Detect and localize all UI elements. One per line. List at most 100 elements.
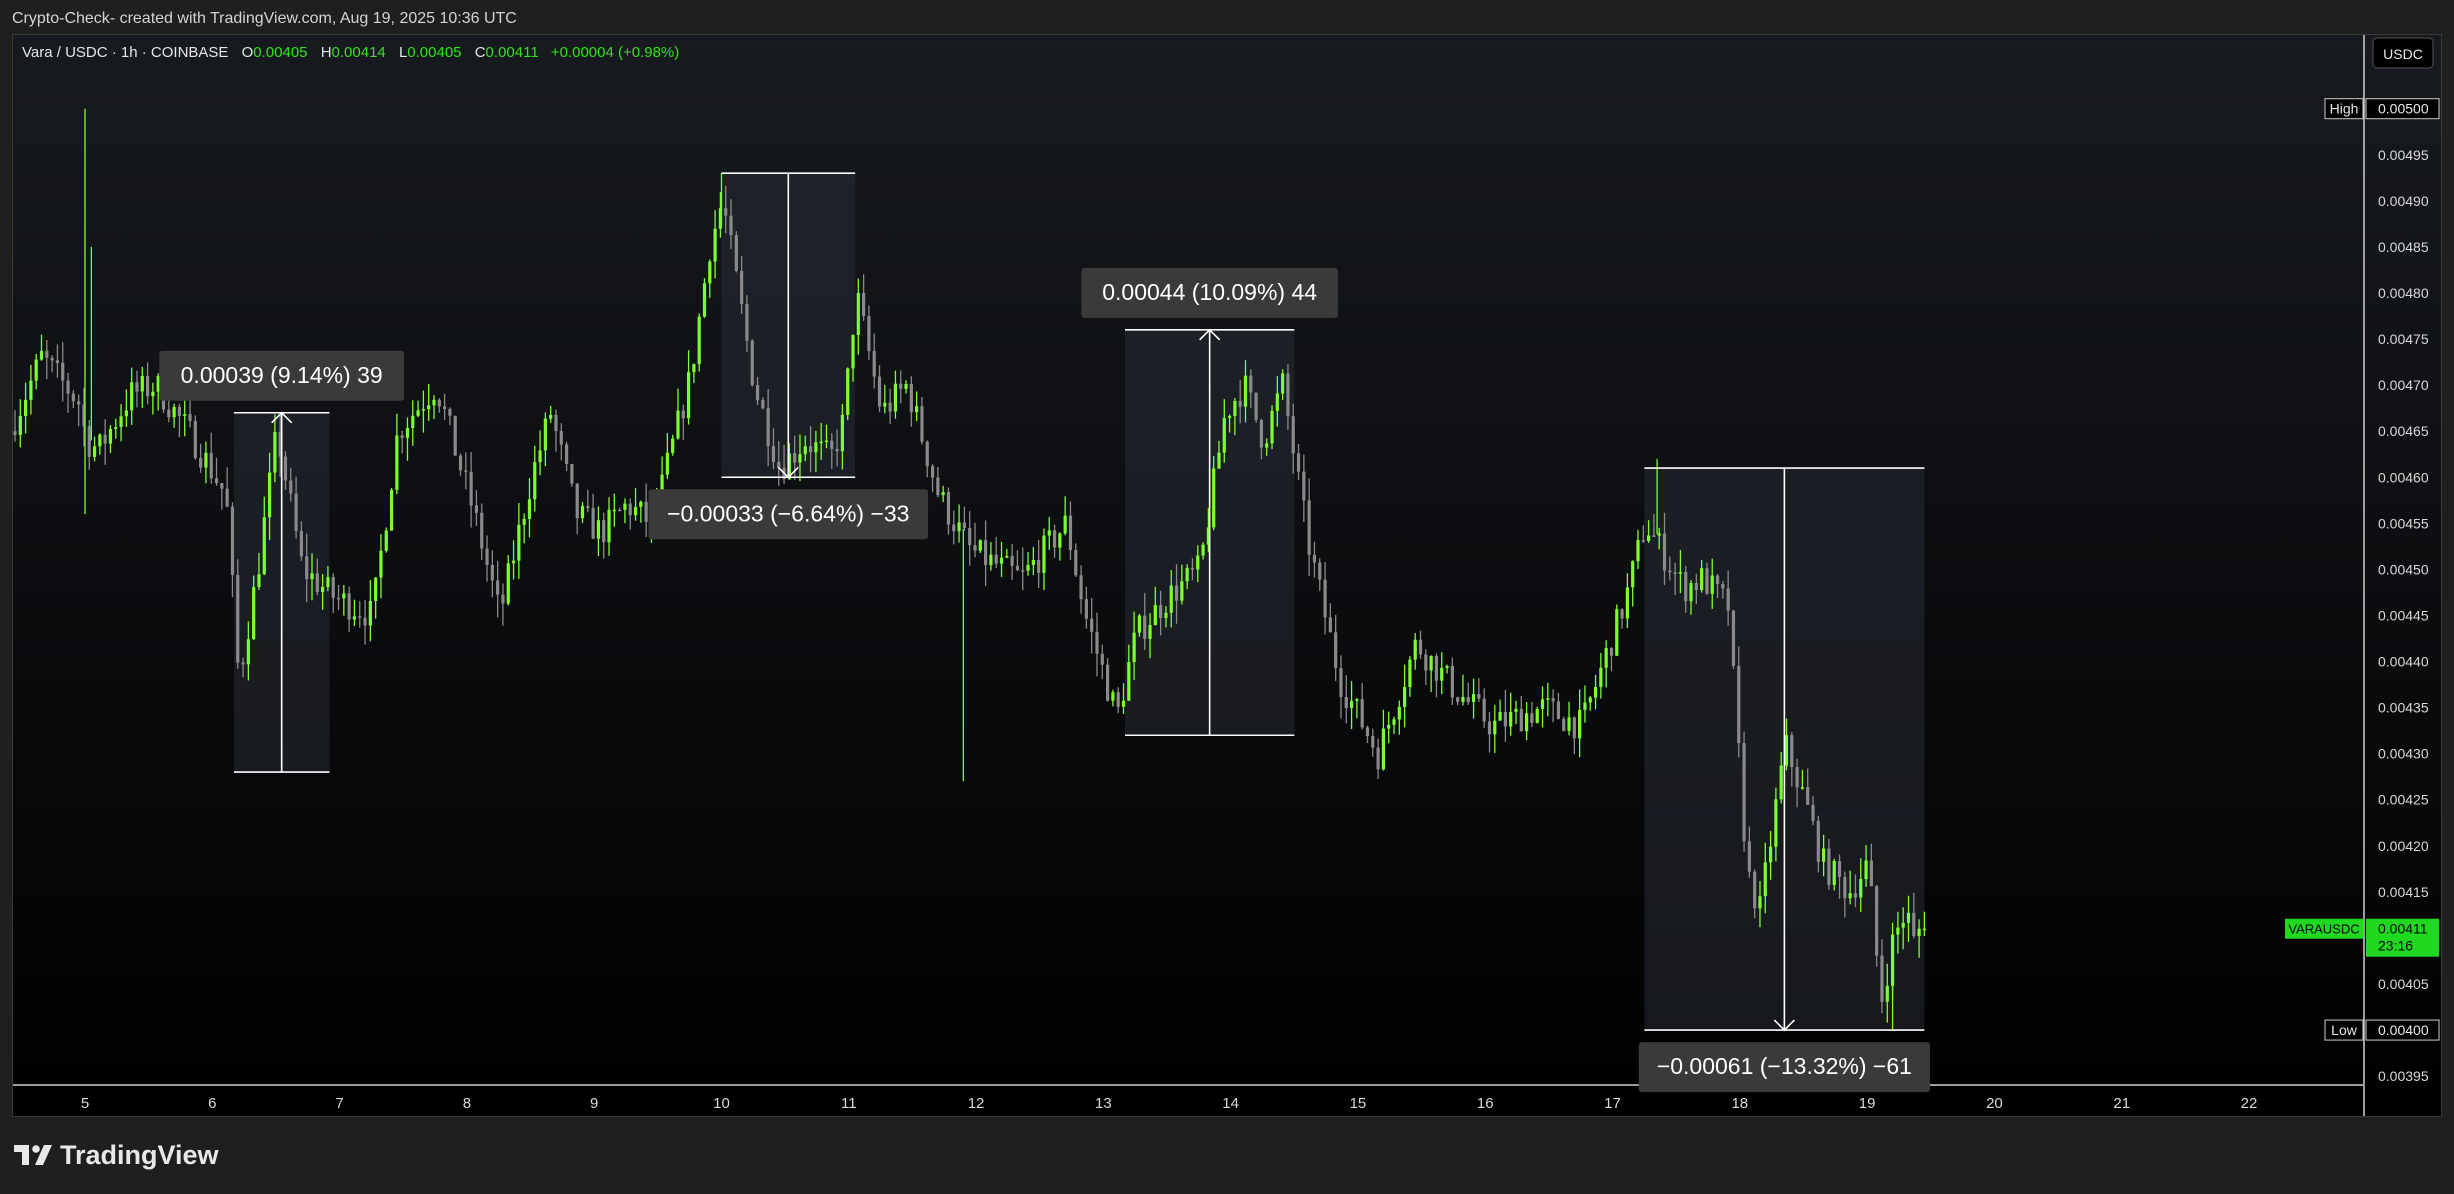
candle-body (220, 483, 224, 489)
candle-body (119, 416, 123, 428)
candles (13, 108, 1926, 1031)
tradingview-logo-icon (14, 1144, 52, 1165)
candle-body (1068, 515, 1073, 551)
marker-tag-label: High (2330, 101, 2359, 117)
candle-body (453, 415, 457, 456)
candle-body (612, 509, 616, 512)
measure-overlay-1[interactable]: 0.00039 (9.14%) 39 (159, 350, 405, 773)
candle-body (1906, 912, 1911, 923)
candle-body (336, 597, 341, 600)
tradingview-logo[interactable]: TradingView (14, 1140, 219, 1171)
marker-low: Low 0.00400 (2324, 1019, 2440, 1041)
candle-body (761, 400, 765, 409)
candle-body (1090, 618, 1094, 632)
chart-frame[interactable]: USDC0.003950.004000.004050.004100.004150… (12, 34, 2442, 1117)
y-tick-label: 0.00485 (2378, 239, 2429, 255)
candle-body (1164, 612, 1168, 619)
candle-body (352, 616, 357, 620)
candle-body (591, 508, 595, 539)
candle-body (1281, 373, 1285, 394)
candle-body (1227, 415, 1232, 418)
x-tick-label: 19 (1859, 1095, 1876, 1112)
candle-body (172, 406, 176, 418)
candle-body (639, 501, 643, 507)
candle-body (1768, 846, 1773, 863)
symbol-name[interactable]: Vara / USDC · 1h · COINBASE (22, 44, 229, 61)
candle-body (1519, 708, 1523, 732)
candle-body (893, 383, 898, 412)
candle-body (1371, 736, 1375, 748)
candle-body (877, 376, 882, 407)
candle-body (1222, 417, 1226, 453)
candle-body (1864, 860, 1868, 880)
price-chart[interactable]: USDC0.003950.004000.004050.004100.004150… (13, 35, 2442, 1117)
measure-arrow-head (1199, 328, 1221, 341)
candle-body (140, 375, 144, 392)
candle-body (862, 292, 866, 317)
candle-body (177, 406, 182, 416)
candle-body (490, 564, 494, 581)
candle-body (1254, 392, 1258, 421)
candle-body (1753, 871, 1757, 909)
candle-body (888, 402, 892, 412)
candle-body (199, 458, 203, 468)
candle-body (1026, 564, 1030, 571)
candle-body (400, 435, 404, 438)
candle-body (1853, 893, 1858, 898)
x-tick-label: 14 (1222, 1095, 1239, 1112)
candle-body (1662, 533, 1667, 571)
candle-body (448, 409, 452, 416)
candle-body (1790, 735, 1794, 767)
y-tick-label: 0.00495 (2378, 147, 2429, 163)
candle-body (1583, 702, 1587, 710)
candle-body (607, 509, 611, 543)
candle-body (1609, 648, 1614, 656)
y-tick-label: 0.00395 (2378, 1068, 2429, 1084)
candle-body (1148, 625, 1152, 639)
y-tick-label: 0.00435 (2378, 700, 2429, 716)
measure-overlay-3[interactable]: 0.00044 (10.09%) 44 (1081, 267, 1338, 737)
candle-body (930, 466, 935, 478)
candle-body (61, 363, 65, 381)
candle-body (1657, 533, 1661, 536)
measure-overlay-2[interactable]: −0.00033 (−6.64%) −33 (648, 172, 929, 540)
candle-body (920, 406, 924, 442)
candle-body (787, 453, 791, 480)
candle-body (283, 456, 288, 481)
candle-body (846, 368, 850, 415)
candle-body (602, 520, 606, 543)
measure-overlay-4[interactable]: −0.00061 (−13.32%) −61 (1638, 467, 1930, 1093)
marker-value-box (2365, 1019, 2440, 1041)
candle-body (103, 434, 107, 444)
candle-body (777, 462, 781, 468)
currency-badge[interactable]: USDC (2372, 37, 2434, 69)
symbol-tag-label: VARAUSDC (2288, 922, 2359, 937)
candle-body (1758, 896, 1762, 909)
candle-body (252, 587, 256, 640)
candle-body (1456, 697, 1460, 702)
candle-body (946, 492, 951, 525)
y-tick-label: 0.00480 (2378, 285, 2429, 301)
candle-body (1100, 653, 1104, 665)
candle-body (1037, 559, 1041, 573)
candle-body (957, 522, 961, 532)
x-tick-label: 8 (463, 1095, 471, 1112)
candle-body (1334, 632, 1338, 669)
candle-body (156, 376, 160, 392)
candle-body (474, 505, 479, 513)
candle-body (1689, 582, 1693, 602)
candle-body (1466, 697, 1470, 702)
candle-body (511, 560, 516, 564)
candle-body (1514, 708, 1518, 712)
measure-label-box (1081, 267, 1338, 318)
candle-body (1646, 535, 1651, 541)
measure-arrow-head (1773, 1019, 1795, 1032)
candle-body (1339, 668, 1343, 698)
candle-body (984, 540, 988, 566)
candle-body (1800, 787, 1805, 789)
y-tick-label: 0.00445 (2378, 607, 2429, 623)
candle-body (904, 383, 908, 389)
symbol-tag-box (2285, 918, 2363, 939)
candle-body (267, 472, 272, 518)
